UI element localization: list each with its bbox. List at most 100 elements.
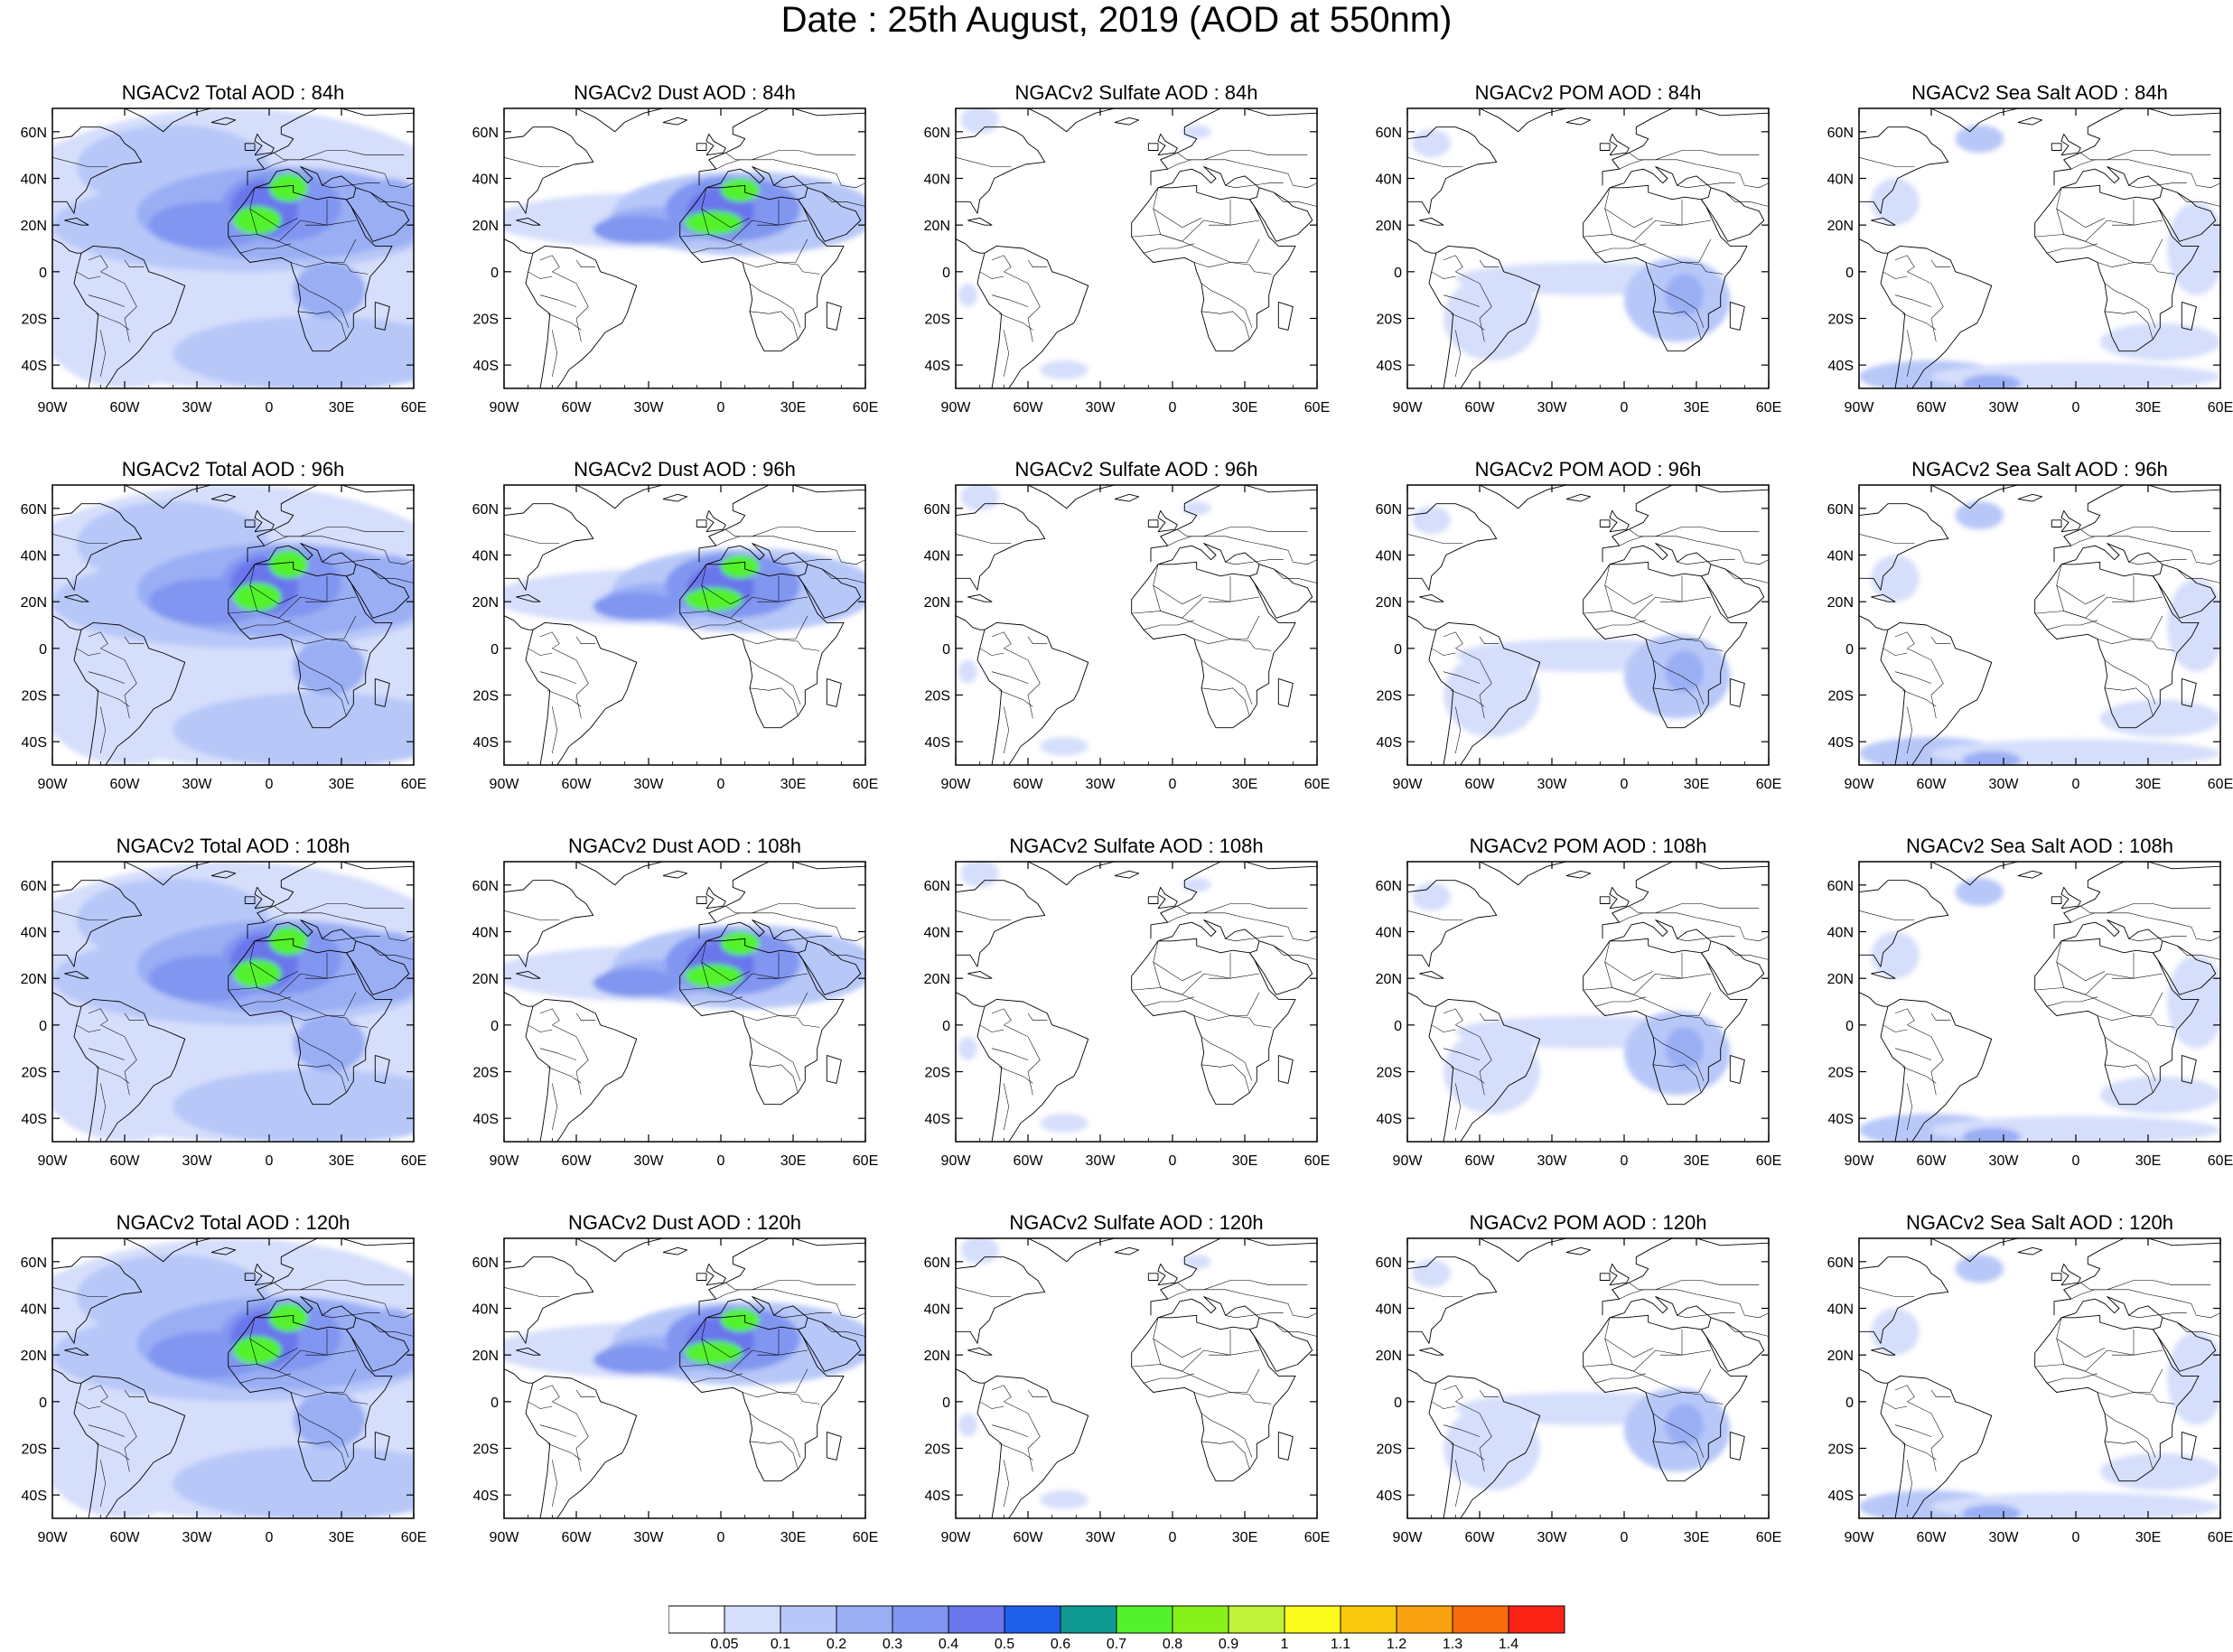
coastlines: [956, 1238, 1317, 1518]
lon-tick-label: 30E: [2135, 1530, 2161, 1545]
aod-map: 90W 60W 30W 0 30E 60E 60N 40N 20N 0 20S 40S: [21, 484, 426, 792]
aod-region: [1040, 360, 1088, 379]
colorbar-swatch: [668, 1605, 725, 1634]
lat-tick-label: 20S: [1377, 1442, 1402, 1458]
lon-tick-label: 30W: [634, 1530, 665, 1545]
aod-region: [1412, 882, 1451, 911]
country-borders: [1859, 1280, 2220, 1507]
lon-tick-label: 30W: [182, 1530, 213, 1545]
lon-tick-label: 60E: [853, 1530, 878, 1545]
panel-title: NGACv2 Dust AOD : 96h: [574, 458, 796, 481]
aod-region: [1182, 125, 1211, 139]
aod-region: [233, 1336, 282, 1365]
lon-tick-label: 30E: [1684, 777, 1709, 792]
colorbar-label: 1.2: [1387, 1637, 1406, 1650]
aod-map: 90W 60W 30W 0 30E 60E 60N 40N 20N 0 20S 40S: [472, 861, 878, 1169]
map-frame: [1406, 107, 1770, 389]
aod-region: [1962, 751, 2021, 765]
colorbar-swatch: [1396, 1605, 1453, 1634]
lon-tick-label: 60W: [1465, 1153, 1496, 1169]
panel-title: NGACv2 Sea Salt AOD : 120h: [1906, 1211, 2173, 1234]
map-frame: [503, 484, 866, 766]
lon-tick-label: 0: [1621, 1530, 1629, 1545]
lon-tick-label: 30E: [329, 400, 354, 415]
aod-region: [1040, 1490, 1088, 1509]
aod-map: 90W 60W 30W 0 30E 60E 60N 40N 20N 0 20S 40S: [1376, 107, 1781, 415]
lon-tick-label: 30E: [780, 777, 806, 792]
lon-tick-label: 0: [717, 1153, 725, 1169]
coastlines: [956, 108, 1317, 388]
aod-region: [1444, 276, 1540, 360]
country-borders: [52, 150, 414, 378]
aod-region: [721, 931, 760, 956]
colorbar-swatch: [836, 1605, 893, 1634]
lat-tick-label: 0: [1394, 642, 1402, 658]
lon-tick-label: 30E: [1232, 1530, 1257, 1545]
lat-tick-label: 40N: [21, 926, 47, 941]
country-borders: [1407, 1280, 1769, 1507]
lat-tick-label: 40S: [473, 735, 499, 751]
aod-map: 90W 60W 30W 0 30E 60E 60N 40N 20N 0 20S 40S: [21, 107, 426, 415]
country-borders: [504, 150, 865, 378]
lat-tick-label: 20S: [1828, 313, 1854, 328]
lon-tick-label: 60W: [1014, 1153, 1044, 1169]
aod-region: [173, 1445, 414, 1518]
lat-tick-label: 40S: [473, 1112, 499, 1127]
lat-tick-label: 20N: [1376, 972, 1402, 987]
aod-region: [2099, 1452, 2220, 1490]
lat-tick-label: 40S: [925, 359, 950, 374]
map-panel: NGACv2 POM AOD : 84h 90W 60W 30W 0 30E 60E 60N 4…: [1355, 79, 1807, 450]
lon-tick-label: 60W: [562, 1153, 593, 1169]
lat-tick-label: 40N: [1827, 926, 1854, 941]
aod-region: [1871, 555, 1920, 602]
lat-tick-label: 40N: [924, 1302, 950, 1318]
lon-tick-label: 0: [266, 1530, 274, 1545]
lat-tick-label: 40S: [1828, 1112, 1854, 1127]
lat-tick-label: 40N: [924, 926, 950, 941]
aod-region: [593, 592, 680, 621]
lon-tick-label: 30E: [2135, 777, 2161, 792]
colorbar-swatch: [724, 1605, 781, 1634]
aod-region: [1444, 1030, 1540, 1114]
panel-title: NGACv2 Sulfate AOD : 120h: [1009, 1211, 1264, 1234]
lon-tick-label: 60W: [1917, 777, 1948, 792]
lon-tick-label: 60W: [1014, 777, 1044, 792]
lat-tick-label: 20S: [925, 1066, 950, 1081]
map-panel: NGACv2 Sea Salt AOD : 84h 90W 60W 30W 0 30E 60…: [1807, 79, 2233, 450]
lat-tick-label: 20N: [472, 972, 499, 987]
map-frame: [955, 1237, 1318, 1519]
lat-tick-label: 0: [39, 642, 47, 658]
lat-tick-label: 20N: [1827, 595, 1854, 611]
aod-map: 90W 60W 30W 0 30E 60E 60N 40N 20N 0 20S 40S: [472, 1237, 878, 1545]
country-borders: [504, 1280, 865, 1507]
map-frame: [51, 107, 415, 389]
lat-tick-label: 20N: [21, 219, 47, 234]
lon-tick-label: 60W: [1917, 400, 1948, 415]
aod-region: [685, 587, 743, 611]
lon-tick-label: 0: [1169, 1153, 1177, 1169]
country-borders: [1859, 527, 2220, 754]
map-frame: [1858, 861, 2221, 1143]
lon-tick-label: 90W: [38, 777, 69, 792]
panel-title: NGACv2 Total AOD : 96h: [121, 458, 345, 481]
aod-region: [293, 1015, 366, 1072]
lat-tick-label: 20N: [472, 595, 499, 611]
aod-map: 90W 60W 30W 0 30E 60E 60N 40N 20N 0 20S 40S: [1376, 861, 1781, 1169]
lon-tick-label: 30E: [1684, 1153, 1709, 1169]
lon-tick-label: 0: [266, 400, 274, 415]
country-borders: [52, 1280, 414, 1507]
lat-tick-label: 40S: [1828, 735, 1854, 751]
lon-tick-label: 90W: [941, 777, 972, 792]
lat-tick-label: 0: [942, 1019, 950, 1034]
map-frame: [51, 1237, 415, 1519]
colorbar-swatch: [1004, 1605, 1061, 1634]
lat-tick-label: 20N: [472, 1349, 499, 1364]
lon-tick-label: 90W: [1393, 777, 1424, 792]
colorbar-label: 0.2: [827, 1637, 846, 1650]
colorbar-swatch: [892, 1605, 949, 1634]
coastlines: [1407, 108, 1769, 388]
country-borders: [504, 527, 865, 754]
lat-tick-label: 40N: [21, 1302, 47, 1318]
lat-tick-label: 60N: [1376, 879, 1402, 894]
aod-region: [1444, 1406, 1540, 1490]
